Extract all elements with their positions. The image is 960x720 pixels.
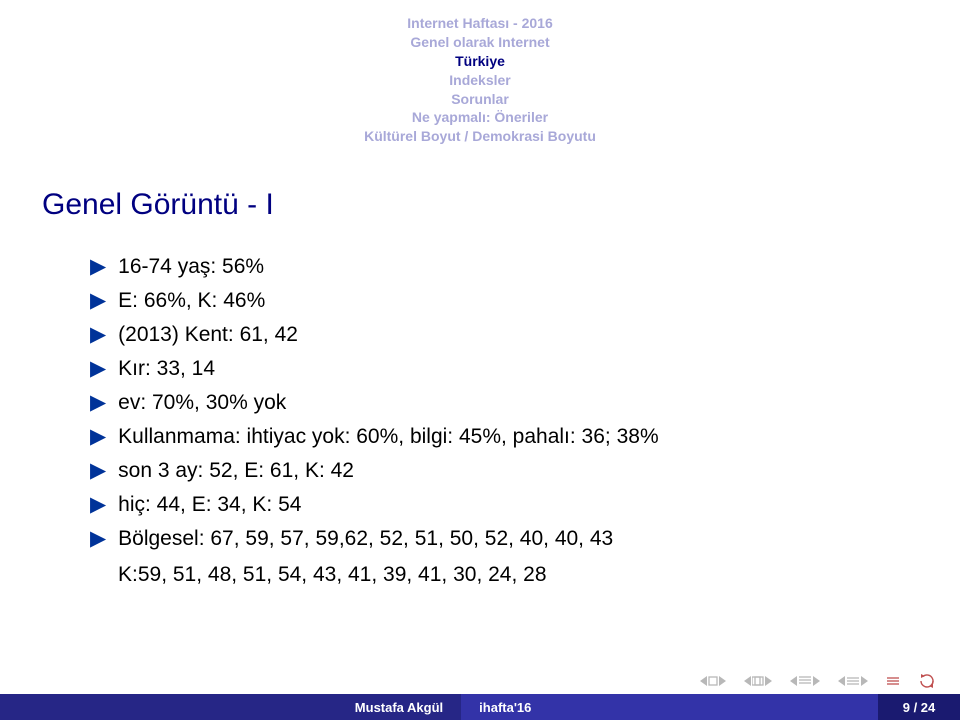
footer: Mustafa Akgül ihafta'16 9 / 24 xyxy=(0,694,960,720)
list-item-text: 16-74 yaş: 56% xyxy=(118,250,264,284)
triangle-icon: ▶ xyxy=(90,386,106,420)
triangle-icon: ▶ xyxy=(90,318,106,352)
nav-line-0[interactable]: Internet Haftası - 2016 xyxy=(0,14,960,33)
list-item-text: hiç: 44, E: 34, K: 54 xyxy=(118,488,301,522)
bullet-list: ▶ 16-74 yaş: 56% ▶ E: 66%, K: 46% ▶ (2013) … xyxy=(90,250,659,592)
nav-line-4[interactable]: Sorunlar xyxy=(0,90,960,109)
footer-conf: ihafta'16 xyxy=(461,694,878,720)
nav-subsection-back[interactable] xyxy=(838,676,868,686)
triangle-icon: ▶ xyxy=(90,284,106,318)
triangle-icon: ▶ xyxy=(90,454,106,488)
list-item-text: ev: 70%, 30% yok xyxy=(118,386,286,420)
list-item-subtext: K:59, 51, 48, 51, 54, 43, 41, 39, 41, 30… xyxy=(118,558,659,592)
nav-reload-icon[interactable] xyxy=(918,672,936,690)
page-title: Genel Görüntü - I xyxy=(42,188,274,222)
nav-slide-back[interactable] xyxy=(700,676,726,686)
nav-line-3[interactable]: Indeksler xyxy=(0,71,960,90)
triangle-icon: ▶ xyxy=(90,488,106,522)
nav-section-back[interactable] xyxy=(790,676,820,686)
list-item-text: (2013) Kent: 61, 42 xyxy=(118,318,298,352)
list-item: ▶ son 3 ay: 52, E: 61, K: 42 xyxy=(90,454,659,488)
list-item-text: son 3 ay: 52, E: 61, K: 42 xyxy=(118,454,354,488)
nav-line-2[interactable]: Türkiye xyxy=(0,52,960,71)
list-item-text: Kullanmama: ihtiyac yok: 60%, bilgi: 45%… xyxy=(118,420,658,454)
triangle-icon: ▶ xyxy=(90,250,106,284)
triangle-icon: ▶ xyxy=(90,522,106,556)
footer-author: Mustafa Akgül xyxy=(0,700,461,715)
nav-line-1[interactable]: Genel olarak Internet xyxy=(0,33,960,52)
nav-line-5[interactable]: Ne yapmalı: Öneriler xyxy=(0,108,960,127)
nav-line-6[interactable]: Kültürel Boyut / Demokrasi Boyutu xyxy=(0,127,960,146)
footer-conf-text: ihafta'16 xyxy=(479,700,531,715)
list-item: ▶ E: 66%, K: 46% xyxy=(90,284,659,318)
list-item-text: E: 66%, K: 46% xyxy=(118,284,265,318)
list-item: ▶ hiç: 44, E: 34, K: 54 xyxy=(90,488,659,522)
list-item: ▶ 16-74 yaş: 56% xyxy=(90,250,659,284)
triangle-icon: ▶ xyxy=(90,420,106,454)
list-item-text: Kır: 33, 14 xyxy=(118,352,215,386)
nav-lines-icon[interactable] xyxy=(886,676,900,686)
nav-frame-back[interactable] xyxy=(744,676,772,686)
list-item: ▶ ev: 70%, 30% yok xyxy=(90,386,659,420)
list-item-text: Bölgesel: 67, 59, 57, 59,62, 52, 51, 50,… xyxy=(118,522,613,556)
footer-page: 9 / 24 xyxy=(878,694,960,720)
list-item: ▶ Kullanmama: ihtiyac yok: 60%, bilgi: 45… xyxy=(90,420,659,454)
list-item: ▶ (2013) Kent: 61, 42 xyxy=(90,318,659,352)
triangle-icon: ▶ xyxy=(90,352,106,386)
list-item: ▶ Bölgesel: 67, 59, 57, 59,62, 52, 51, 50… xyxy=(90,522,659,556)
nav-controls xyxy=(700,672,936,690)
list-item: ▶ Kır: 33, 14 xyxy=(90,352,659,386)
breadcrumb: Internet Haftası - 2016 Genel olarak Int… xyxy=(0,14,960,146)
